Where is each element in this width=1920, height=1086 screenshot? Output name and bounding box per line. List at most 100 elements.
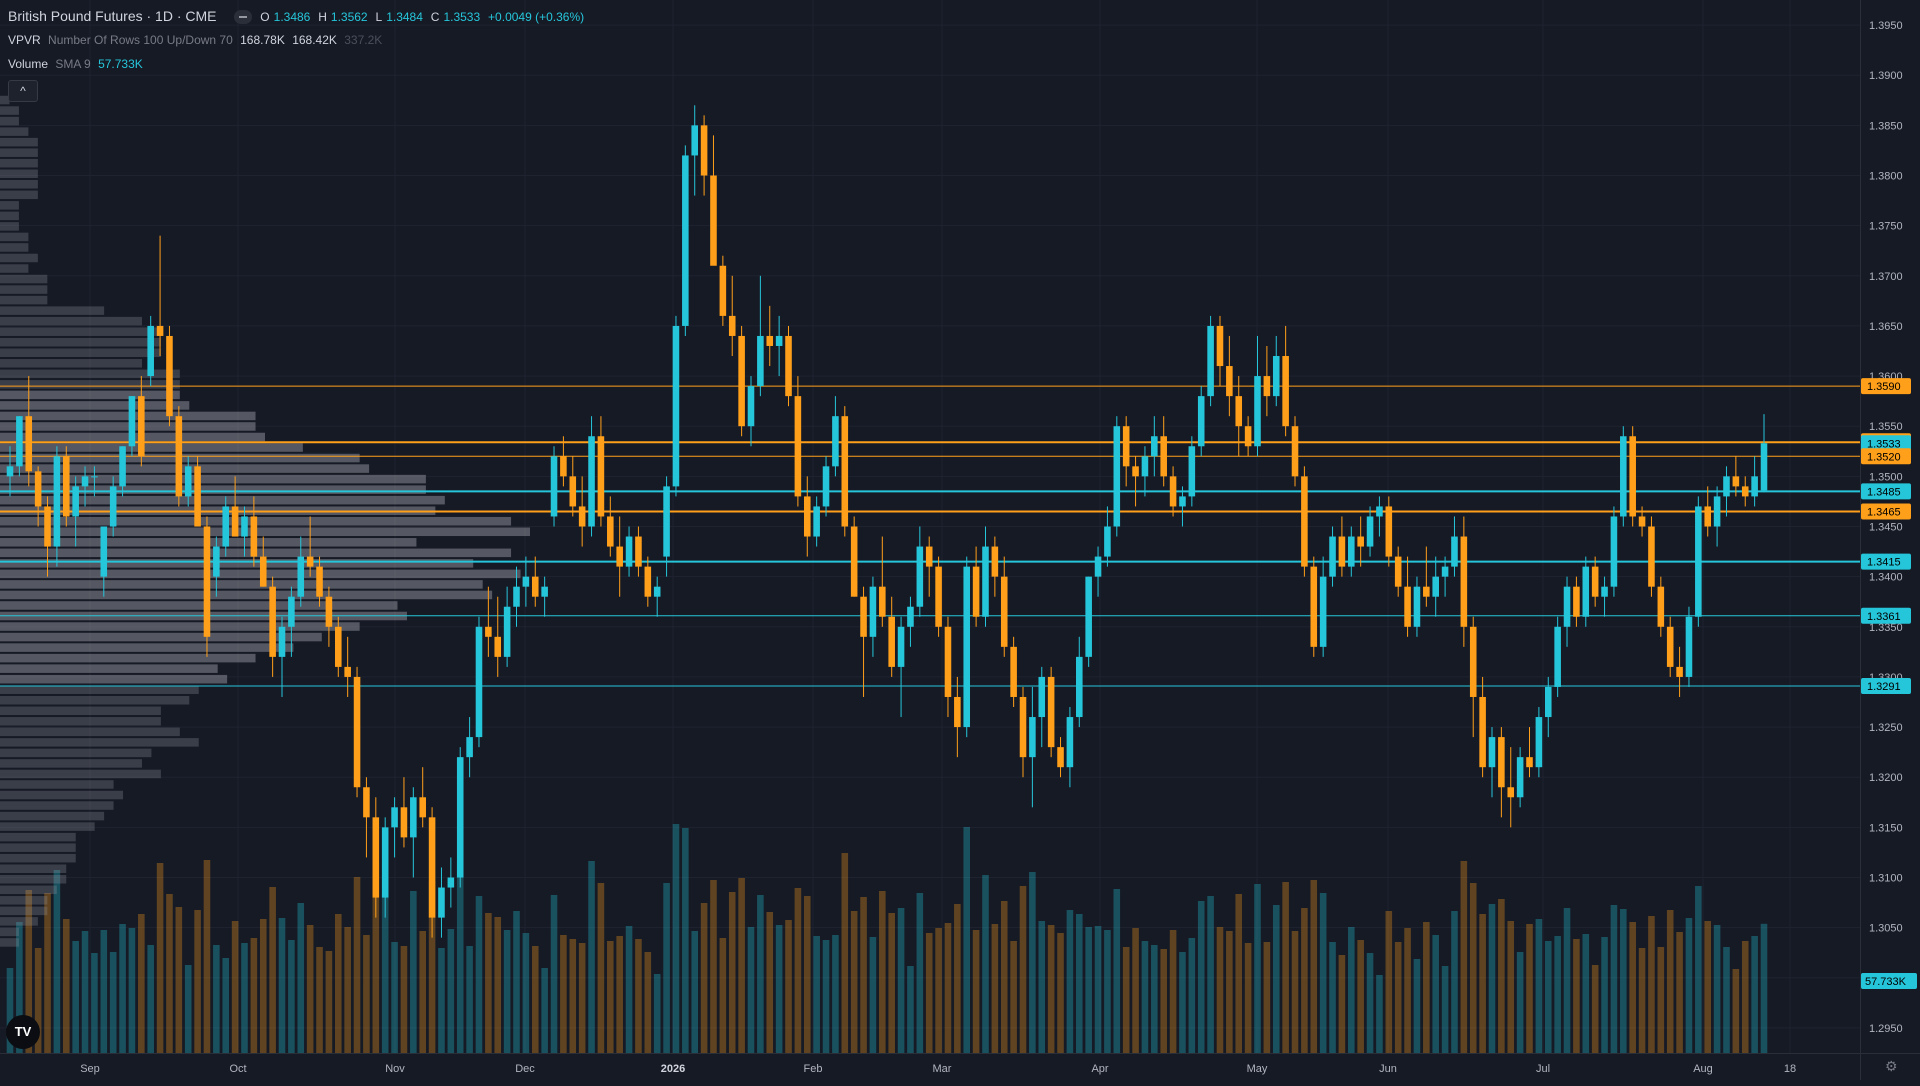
candle-body <box>1104 526 1111 557</box>
price-badge <box>1861 448 1911 465</box>
volume-bar <box>1376 975 1383 1053</box>
candle-body <box>541 586 548 597</box>
volume-bar <box>1469 883 1477 1053</box>
volume-bar <box>916 893 924 1053</box>
volume-bar <box>156 863 164 1053</box>
volume-bar <box>16 922 23 1053</box>
candle-body <box>1348 536 1355 567</box>
price-badge-label: 1.3590 <box>1867 381 1901 393</box>
candle-body <box>1263 376 1271 397</box>
volume-bar <box>1010 941 1017 1053</box>
vpvr-row <box>0 148 38 157</box>
price-badge <box>1861 503 1911 520</box>
volume-bar <box>138 914 145 1053</box>
volume-bar <box>1582 934 1590 1053</box>
vpvr-row <box>0 590 493 600</box>
price-badge-label: 1.3485 <box>1867 486 1901 498</box>
candle-body <box>6 466 14 477</box>
volume-bar <box>194 910 201 1053</box>
volume-bar <box>1479 914 1486 1053</box>
price-badge <box>1861 607 1911 624</box>
candle-body <box>278 626 286 657</box>
candle-body <box>1235 396 1243 427</box>
candle-body <box>625 536 633 567</box>
vpvr-row <box>0 190 38 200</box>
candle-body <box>1047 676 1055 748</box>
price-chart[interactable] <box>0 0 1860 1053</box>
volume-bar <box>1488 904 1496 1053</box>
vpvr-row <box>0 906 48 916</box>
candle-body <box>644 566 652 597</box>
volume-bar <box>1713 925 1721 1053</box>
vpvr-row <box>0 264 29 273</box>
time-tick-label: Jun <box>1379 1063 1397 1075</box>
open-value: 1.3486 <box>273 10 311 24</box>
volume-bar <box>1629 922 1636 1053</box>
collapse-legend-button[interactable]: ^ <box>8 80 38 102</box>
candle-body <box>607 516 614 547</box>
vpvr-row <box>0 106 19 115</box>
candle-body <box>916 546 924 607</box>
candle-body <box>635 536 642 567</box>
candle-body <box>925 546 933 567</box>
candle-body <box>1272 356 1280 397</box>
candle-body <box>1019 696 1027 758</box>
time-tick-label: Nov <box>385 1063 405 1075</box>
volume-bar <box>1610 905 1618 1053</box>
close-value: 1.3533 <box>443 10 481 24</box>
candle-body <box>1751 476 1758 497</box>
eye-icon[interactable] <box>234 10 253 25</box>
candle-body <box>1563 586 1571 627</box>
vpvr-row <box>0 137 38 147</box>
gear-icon[interactable]: ⚙ <box>1885 1058 1898 1074</box>
candle-body <box>1338 536 1346 567</box>
volume-bar <box>175 907 183 1053</box>
volume-bar <box>513 911 520 1053</box>
candle-body <box>963 566 971 728</box>
candle-body <box>1376 506 1383 517</box>
candle-body <box>109 486 117 527</box>
volume-bar <box>1648 916 1655 1053</box>
candle-body <box>344 666 351 677</box>
price-badge <box>1861 435 1911 452</box>
candle-body <box>213 546 220 577</box>
candle-body <box>513 586 520 607</box>
price-tick-label: 1.3450 <box>1869 522 1903 534</box>
price-tick-label: 1.3650 <box>1869 321 1903 333</box>
candlesticks <box>6 105 1768 938</box>
vpvr-legend[interactable]: VPVR Number Of Rows 100 Up/Down 70 168.7… <box>8 33 386 47</box>
candle-body <box>1094 556 1102 577</box>
volume-bar <box>672 824 680 1053</box>
volume-bar <box>1282 882 1289 1053</box>
volume-bar <box>663 883 670 1053</box>
candle-body <box>1526 757 1533 768</box>
volume-bar <box>813 936 820 1053</box>
volume-bar <box>1047 925 1055 1053</box>
tradingview-logo[interactable]: TV <box>6 1015 40 1049</box>
candle-body <box>1713 496 1721 527</box>
vpvr-row <box>0 180 38 189</box>
time-scale[interactable]: Sep Oct Nov Dec 2026 Feb Mar Apr May Jun Jul Aug 18 <box>0 1053 1860 1080</box>
settings-corner[interactable] <box>1860 1053 1920 1080</box>
vpvr-row <box>0 622 360 631</box>
volume-params: SMA 9 <box>55 57 91 71</box>
volume-bar <box>578 943 586 1053</box>
volume-bar <box>1591 965 1599 1053</box>
volume-bar <box>785 920 792 1053</box>
candle-body <box>381 827 389 898</box>
volume-bar <box>1732 969 1740 1053</box>
volume-bar <box>119 924 126 1053</box>
price-scale[interactable]: 1.3950 1.3900 1.3850 1.3800 1.3750 1.3700 1.36… <box>1860 0 1920 1053</box>
volume-badge <box>1861 973 1917 989</box>
volume-bar <box>1019 886 1027 1053</box>
candle-body <box>803 496 811 537</box>
candle-body <box>1723 476 1730 497</box>
volume-legend[interactable]: Volume SMA 9 57.733K <box>8 57 147 71</box>
candle-body <box>194 466 201 527</box>
price-tick-label: 1.3800 <box>1869 171 1903 183</box>
symbol-title[interactable]: British Pound Futures · 1D · CME <box>8 8 217 24</box>
candle-body <box>269 586 276 657</box>
candle-body <box>1516 757 1524 798</box>
volume-bar <box>1741 941 1749 1053</box>
chart-pane[interactable] <box>0 0 1860 1053</box>
